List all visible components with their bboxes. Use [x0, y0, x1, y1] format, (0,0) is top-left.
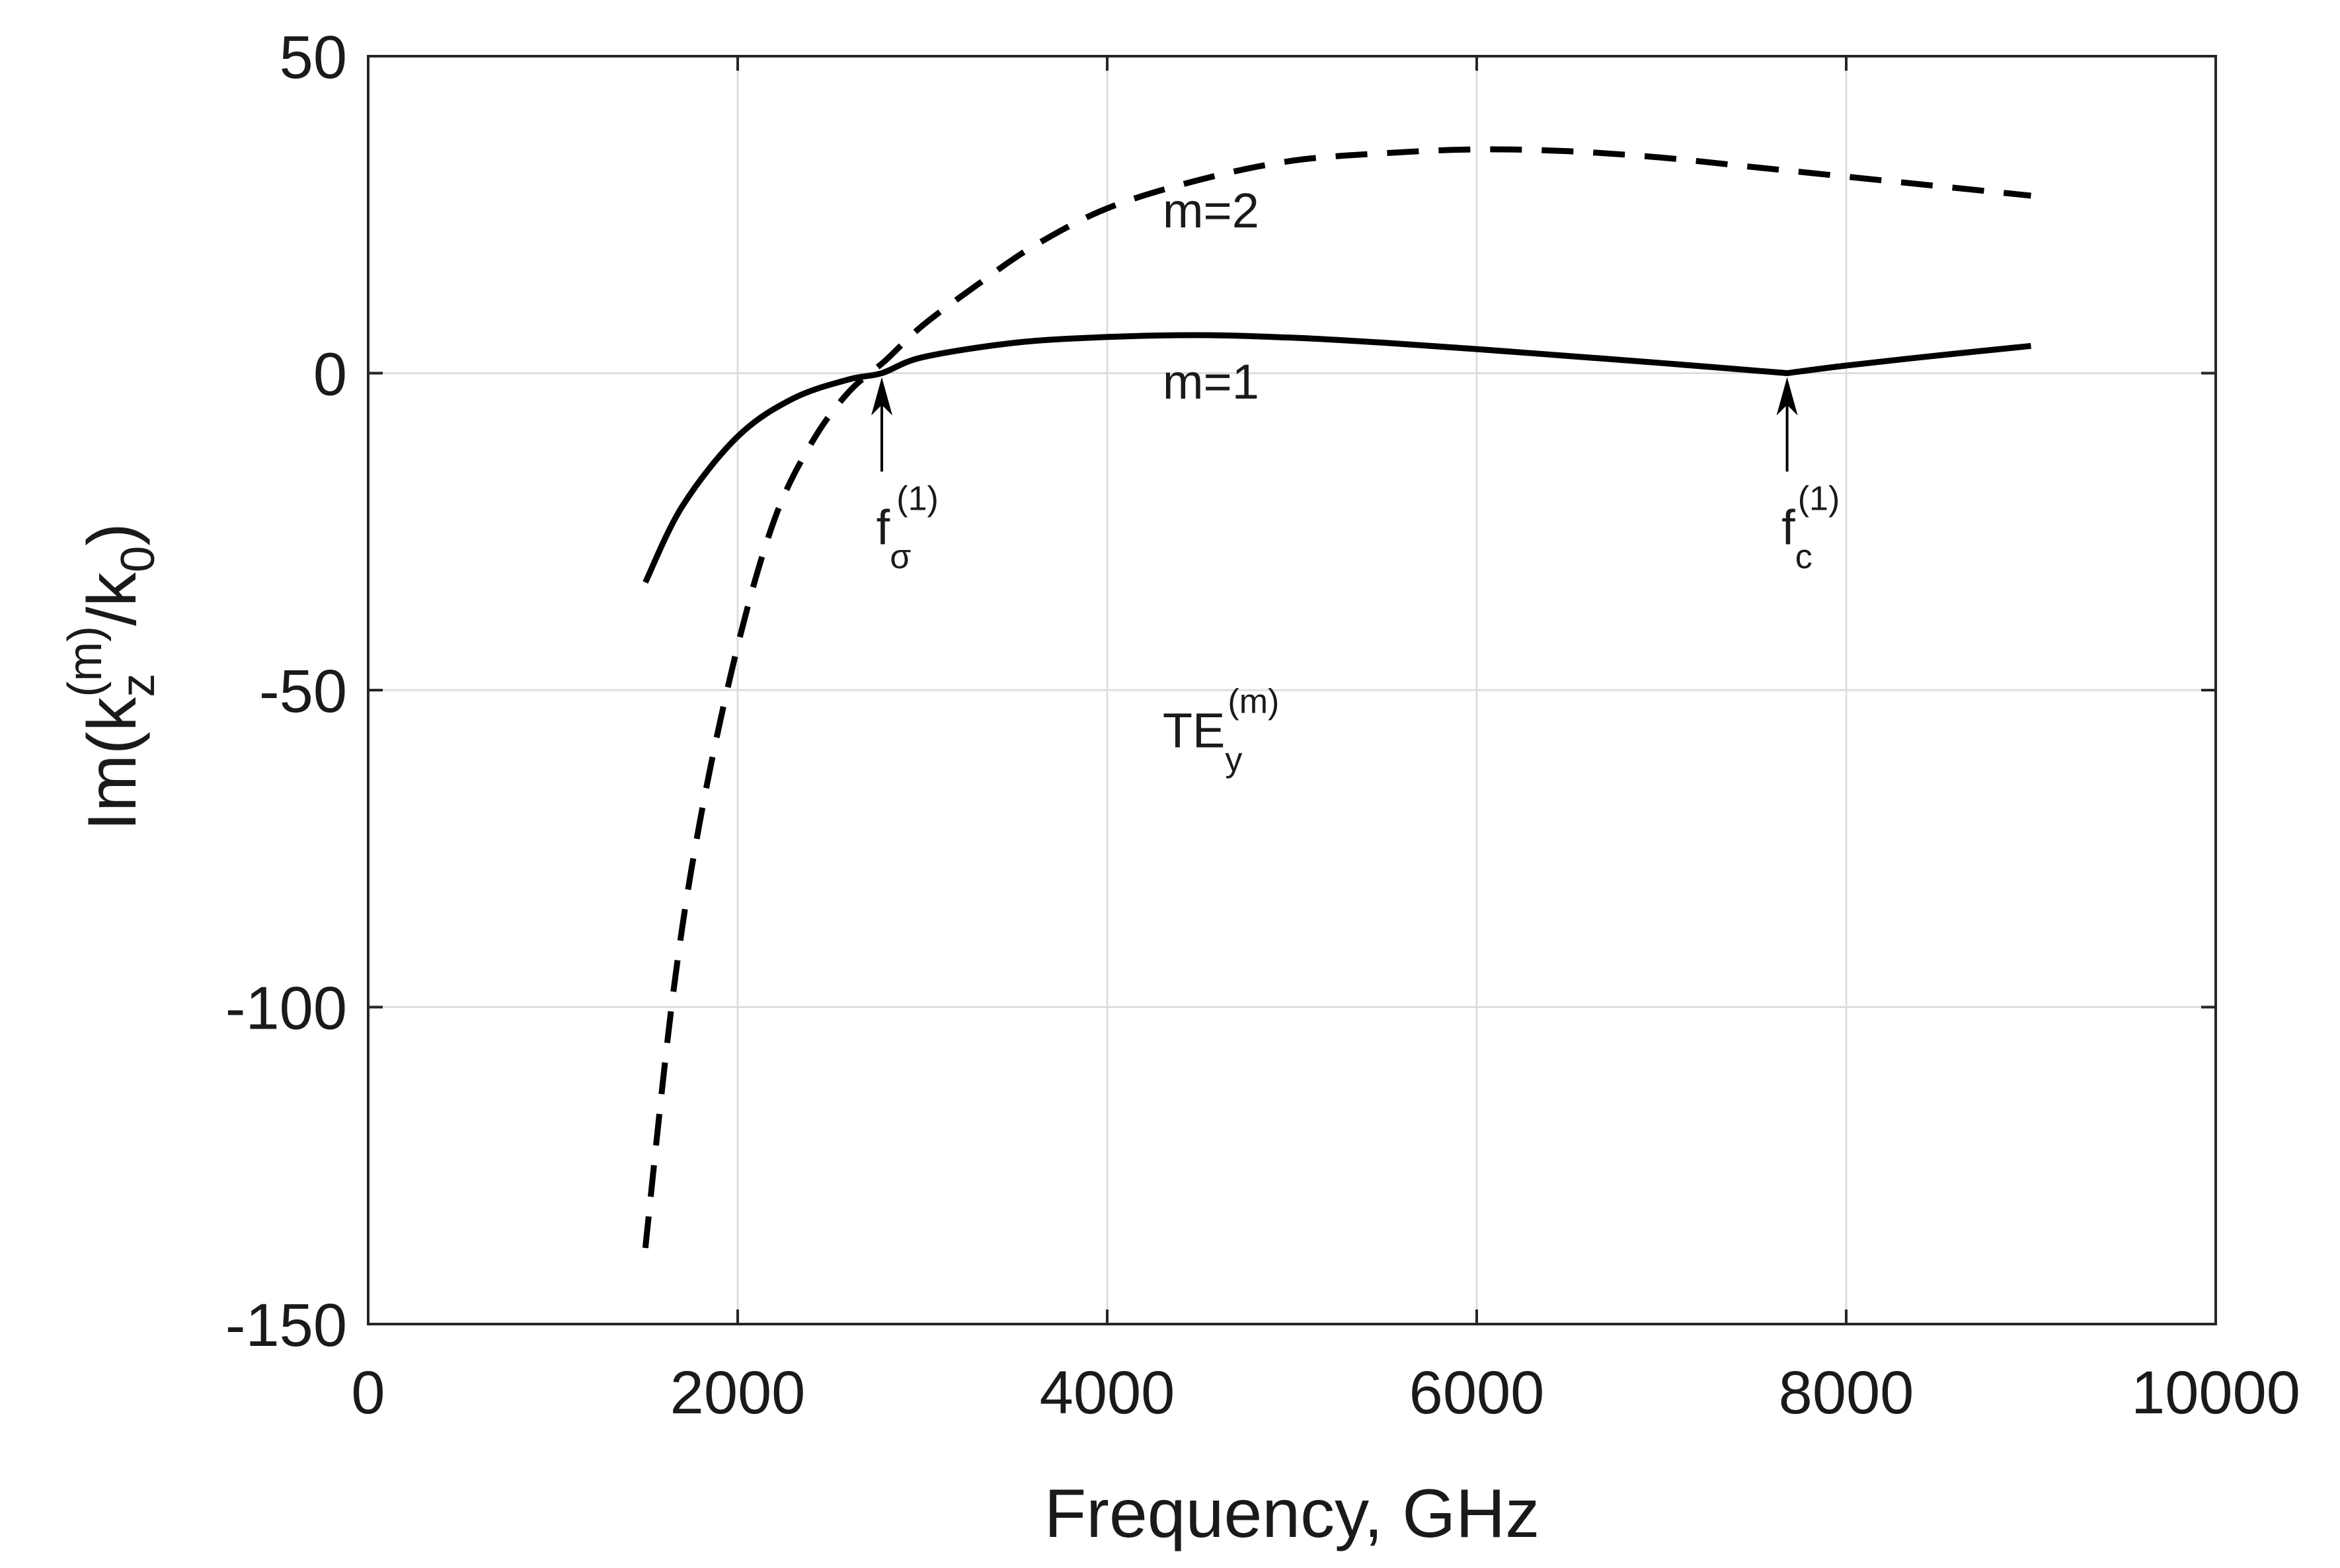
annotation-subscript: y [1225, 740, 1242, 779]
x-tick-label: 2000 [670, 1359, 806, 1427]
y-axis-title-sub2: 0 [112, 546, 165, 572]
annotation-label-te-y: TEy (m) [1163, 682, 1280, 779]
annotation-superscript: (1) [1798, 479, 1840, 518]
annotation-superscript: (m) [1228, 682, 1279, 721]
annotation-arrow-head [1776, 377, 1798, 416]
x-tick-label: 0 [351, 1359, 385, 1427]
annotation-label-m2: m=2 [1163, 183, 1259, 238]
annotation-label-f-c: fc (1) [1781, 479, 1840, 576]
tick-layer: 0 2000 4000 6000 8000 10000 50 0 -50 -100 -150 [225, 24, 2300, 1427]
annotation-base: f [877, 500, 890, 555]
annotation-subscript: c [1795, 537, 1813, 576]
x-tick-label: 8000 [1779, 1359, 1914, 1427]
x-tick-label: 4000 [1040, 1359, 1175, 1427]
x-axis-title: Frequency, GHz [1044, 1475, 1540, 1552]
y-tick-label: 0 [313, 341, 347, 409]
y-axis-title-base: Im(k [74, 697, 151, 831]
annotation-subscript: σ [890, 537, 911, 576]
series-line-m2 [642, 146, 2031, 1249]
annotation-arrow-head [871, 377, 893, 416]
y-axis-title: Im(kz(m)/k0) [59, 523, 165, 831]
y-axis-title-end: ) [74, 523, 151, 546]
y-tick-label: -100 [225, 975, 347, 1042]
y-axis-title-sup: (m) [59, 626, 112, 697]
series-line-m1 [643, 332, 2031, 584]
y-tick-label: -50 [259, 658, 347, 725]
annotation-label-m1: m=1 [1163, 354, 1259, 409]
y-axis-title-mid: /k [74, 572, 151, 626]
annotation-superscript: (1) [896, 479, 939, 518]
x-tick-label: 6000 [1409, 1359, 1545, 1427]
annotation-label-f-σ: fσ (1) [877, 479, 939, 576]
grid-layer [367, 55, 2217, 1325]
annotation-base: TE [1163, 703, 1226, 758]
series-layer [642, 146, 2031, 1249]
annotation-base: f [1781, 500, 1795, 555]
annotation-layer: m=2m=1fσ(1)fc(1)TEy(m) [871, 183, 1840, 779]
x-tick-label: 10000 [2131, 1359, 2300, 1427]
y-axis-title-sub: z [112, 674, 165, 697]
y-tick-label: -150 [225, 1292, 347, 1359]
y-tick-label: 50 [280, 24, 347, 91]
